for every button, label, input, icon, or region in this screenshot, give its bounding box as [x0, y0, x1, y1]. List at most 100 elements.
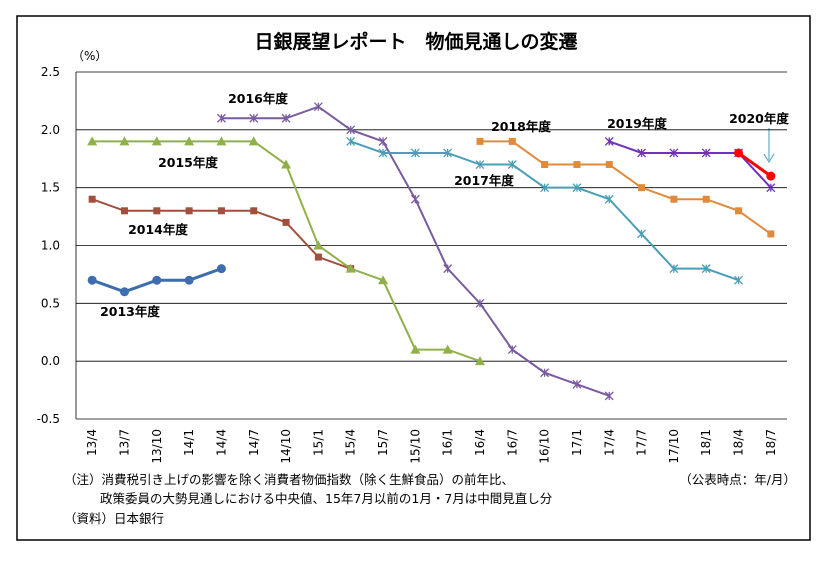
marker — [345, 263, 356, 273]
marker — [153, 207, 161, 215]
marker — [604, 391, 614, 401]
x-tick-label: 14/7 — [247, 429, 261, 456]
y-tick-label: 1.0 — [41, 239, 60, 253]
x-tick-label: 16/7 — [505, 429, 519, 456]
marker — [443, 148, 453, 158]
x-tick-label: 13/7 — [117, 429, 131, 456]
marker — [669, 264, 679, 274]
marker — [314, 253, 322, 261]
series-label: 2016年度 — [228, 91, 288, 106]
chart-title: 日銀展望レポート 物価見通しの変遷 — [254, 30, 577, 53]
marker — [217, 207, 225, 215]
x-tick-label: 17/4 — [602, 429, 616, 456]
marker — [248, 136, 259, 146]
marker — [410, 194, 420, 204]
x-note: （公表時点：年/月） — [679, 472, 796, 487]
marker — [119, 136, 130, 146]
series-line — [737, 151, 772, 178]
marker — [442, 344, 453, 354]
x-tick-label: 17/10 — [667, 429, 681, 464]
series-label: 2013年度 — [100, 304, 160, 319]
series-label: 2020年度 — [729, 111, 789, 126]
marker — [508, 137, 516, 145]
marker — [313, 240, 324, 250]
x-tick-label: 17/7 — [635, 429, 649, 456]
marker — [767, 230, 775, 238]
marker — [766, 171, 776, 181]
series-label: 2018年度 — [491, 119, 551, 134]
marker — [120, 207, 128, 215]
marker — [702, 195, 710, 203]
marker — [281, 159, 292, 169]
note: （資料）日本銀行 — [64, 511, 164, 526]
x-tick-label: 15/4 — [344, 429, 358, 456]
marker — [507, 160, 517, 169]
marker — [410, 344, 421, 354]
note: 政策委員の大勢見通しにおける中央値、15年7月以前の1月・7月は中間見直し分 — [100, 491, 552, 506]
series-line — [608, 140, 772, 189]
x-tick-label: 16/4 — [473, 429, 487, 456]
marker — [250, 207, 258, 215]
x-tick-label: 16/1 — [441, 429, 455, 456]
y-tick-label: 2.5 — [41, 65, 60, 79]
marker — [216, 264, 226, 274]
frame — [16, 15, 811, 541]
marker — [604, 194, 614, 204]
marker — [378, 275, 389, 285]
marker — [184, 275, 194, 285]
x-tick-label: 14/10 — [279, 429, 293, 464]
marker — [378, 136, 388, 146]
marker — [151, 136, 162, 146]
marker — [573, 161, 581, 169]
marker — [282, 218, 290, 226]
y-tick-label: 0.5 — [41, 296, 60, 310]
marker — [281, 113, 291, 123]
series-label: 2019年度 — [607, 116, 667, 131]
marker — [378, 148, 388, 158]
marker — [87, 136, 98, 146]
marker — [605, 161, 613, 169]
marker — [669, 148, 679, 158]
series-label: 2017年度 — [454, 173, 514, 188]
x-tick-label: 15/10 — [408, 429, 422, 464]
marker — [216, 136, 227, 146]
y-tick-label: 0.0 — [41, 354, 60, 368]
marker — [185, 207, 193, 215]
series-line — [92, 140, 481, 363]
x-tick-label: 18/7 — [764, 429, 778, 456]
x-tick-label: 15/7 — [376, 429, 390, 456]
marker — [152, 275, 162, 285]
marker — [216, 113, 226, 123]
y-tick-label: -0.5 — [37, 412, 60, 426]
y-unit: （%） — [72, 49, 107, 63]
marker — [475, 298, 485, 308]
x-tick-label: 15/1 — [311, 429, 325, 456]
marker — [734, 148, 744, 158]
marker — [443, 264, 453, 274]
marker — [638, 184, 646, 192]
y-tick-label: 2.0 — [41, 123, 60, 137]
marker — [637, 148, 647, 158]
marker — [475, 160, 485, 169]
marker — [346, 136, 356, 146]
marker — [410, 148, 420, 158]
marker — [670, 195, 678, 203]
marker — [88, 195, 96, 203]
marker — [540, 183, 550, 193]
note: （注）消費税引き上げの影響を除く消費者物価指数（除く生鮮食品）の前年比、 — [64, 472, 514, 487]
x-tick-label: 18/1 — [699, 429, 713, 456]
marker — [540, 368, 550, 378]
marker — [507, 345, 517, 355]
marker — [701, 148, 711, 158]
marker — [474, 356, 485, 366]
series-label: 2014年度 — [128, 222, 188, 237]
series-line — [479, 140, 772, 235]
marker — [701, 264, 711, 274]
x-tick-label: 14/1 — [182, 429, 196, 456]
marker — [87, 275, 97, 285]
x-tick-label: 13/4 — [85, 429, 99, 456]
marker — [184, 136, 195, 146]
marker — [346, 125, 356, 135]
marker — [637, 229, 647, 239]
